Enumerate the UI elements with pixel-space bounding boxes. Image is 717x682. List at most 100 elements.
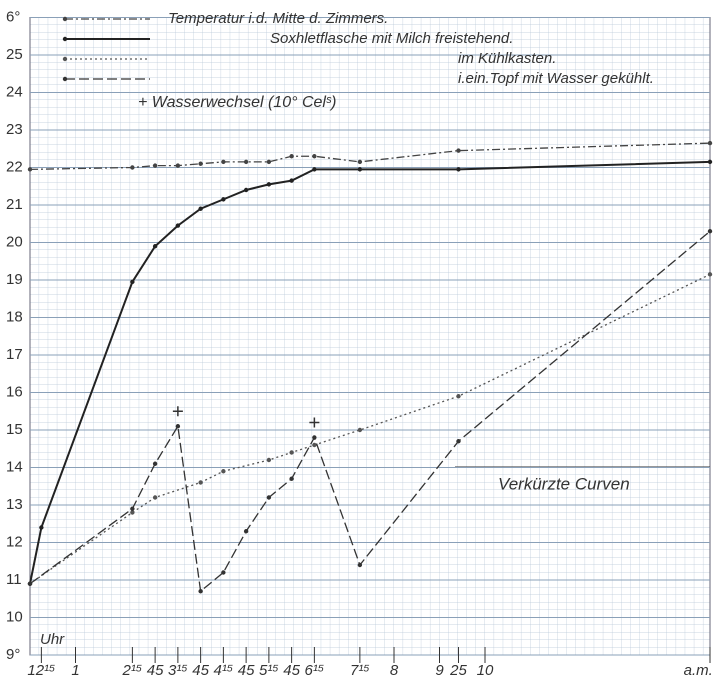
legend-label: im Kühlkasten. [458, 50, 556, 67]
legend-dot [62, 36, 68, 42]
x-tick-label: 9 [435, 662, 444, 679]
y-tick-label: 16 [6, 383, 23, 400]
legend-dot [62, 16, 68, 22]
y-tick-label: 14 [6, 458, 23, 475]
x-tick-label: a.m. 9³⁰ [684, 662, 717, 679]
data-point [175, 424, 181, 429]
y-tick-label: 20 [6, 233, 23, 250]
data-point [266, 182, 272, 187]
data-point [27, 167, 33, 172]
data-point [243, 187, 249, 193]
data-point [221, 469, 226, 474]
data-point [175, 223, 181, 228]
data-point [707, 140, 713, 146]
data-point [707, 159, 713, 165]
x-tick-label: 8 [390, 662, 399, 679]
data-point [130, 506, 135, 511]
y-tick-label: 24 [6, 83, 23, 100]
x-tick-label: 45 [147, 662, 164, 679]
legend-label: Temperatur i.d. Mitte d. Zimmers. [168, 10, 388, 27]
data-point [130, 510, 135, 515]
x-tick-label: 45 [192, 662, 209, 679]
marker-legend: + Wasserwechsel (10° Celˢ) [138, 94, 336, 111]
data-point [707, 272, 713, 277]
y-tick-label: 12 [6, 533, 23, 550]
data-point [289, 450, 294, 455]
data-point [152, 461, 158, 466]
data-point [266, 495, 272, 500]
data-point [27, 581, 33, 586]
data-point [312, 167, 317, 172]
data-point [198, 206, 203, 211]
x-tick-label: 45 [238, 662, 255, 679]
data-point [266, 457, 272, 463]
water-change-marker [172, 406, 183, 417]
data-point [130, 279, 135, 285]
data-point [357, 159, 363, 165]
annotation: Verkürzte Curven [498, 474, 630, 493]
data-point [357, 427, 363, 433]
plot-area [29, 17, 711, 656]
x-tick-label: 2¹⁵ [122, 662, 143, 679]
x-tick-label: 10 [477, 662, 494, 679]
data-point [456, 148, 461, 153]
x-tick-label: 6¹⁵ [305, 662, 325, 679]
data-point [357, 167, 363, 172]
y-tick-label: 18 [6, 308, 23, 325]
data-point [266, 159, 272, 165]
data-point [312, 435, 317, 440]
data-point [289, 178, 294, 183]
data-point [39, 525, 44, 530]
data-point [198, 480, 203, 485]
x-tick-label: 4¹⁵ [214, 662, 234, 679]
data-point [221, 159, 226, 165]
data-point [243, 159, 249, 165]
y-tick-label: 17 [6, 346, 23, 363]
data-point [456, 394, 461, 399]
y-tick-label: 13 [6, 496, 23, 513]
y-tick-label: 10 [6, 608, 23, 625]
data-point [175, 163, 181, 168]
data-point [152, 244, 158, 249]
water-change-marker [309, 417, 320, 428]
data-point [707, 229, 713, 234]
y-tick-label: 23 [6, 121, 23, 138]
data-point [152, 163, 158, 168]
data-point [130, 165, 135, 170]
unit-label: Uhr [40, 631, 65, 648]
y-tick-label: 15 [6, 421, 23, 438]
x-tick-label: 45 [283, 662, 300, 679]
y-tick-label: 21 [6, 196, 23, 213]
data-point [243, 529, 249, 534]
x-tick-label: 3¹⁵ [168, 662, 188, 679]
data-point [221, 197, 226, 202]
y-tick-label: 6° [6, 8, 20, 25]
y-tick-label: 19 [6, 271, 23, 288]
y-tick-label: 25 [6, 46, 23, 63]
data-point [357, 562, 363, 568]
data-point [289, 154, 294, 159]
legend-label: Soxhletflasche mit Milch freistehend. [270, 30, 513, 47]
data-point [198, 589, 203, 594]
legend-dot [62, 76, 68, 82]
x-tick-label: 25 [449, 662, 467, 679]
x-tick-label: 12¹⁵ [27, 662, 55, 679]
data-point [456, 167, 461, 172]
legend-label: i.ein.Topf mit Wasser gekühlt. [458, 70, 654, 87]
y-tick-label: 22 [6, 158, 23, 175]
series-line [29, 160, 711, 584]
legend-dot [62, 56, 68, 62]
data-point [456, 439, 461, 444]
y-tick-label: 11 [6, 571, 22, 588]
data-point [289, 476, 294, 481]
x-tick-label: 1 [71, 662, 79, 679]
x-tick-label: 7¹⁵ [350, 662, 370, 679]
data-point [221, 570, 226, 575]
data-point [152, 495, 158, 500]
x-tick-label: 5¹⁵ [259, 662, 279, 679]
y-tick-label: 9° [6, 646, 20, 663]
data-point [312, 154, 317, 159]
data-point [198, 161, 203, 166]
data-point [312, 442, 317, 448]
